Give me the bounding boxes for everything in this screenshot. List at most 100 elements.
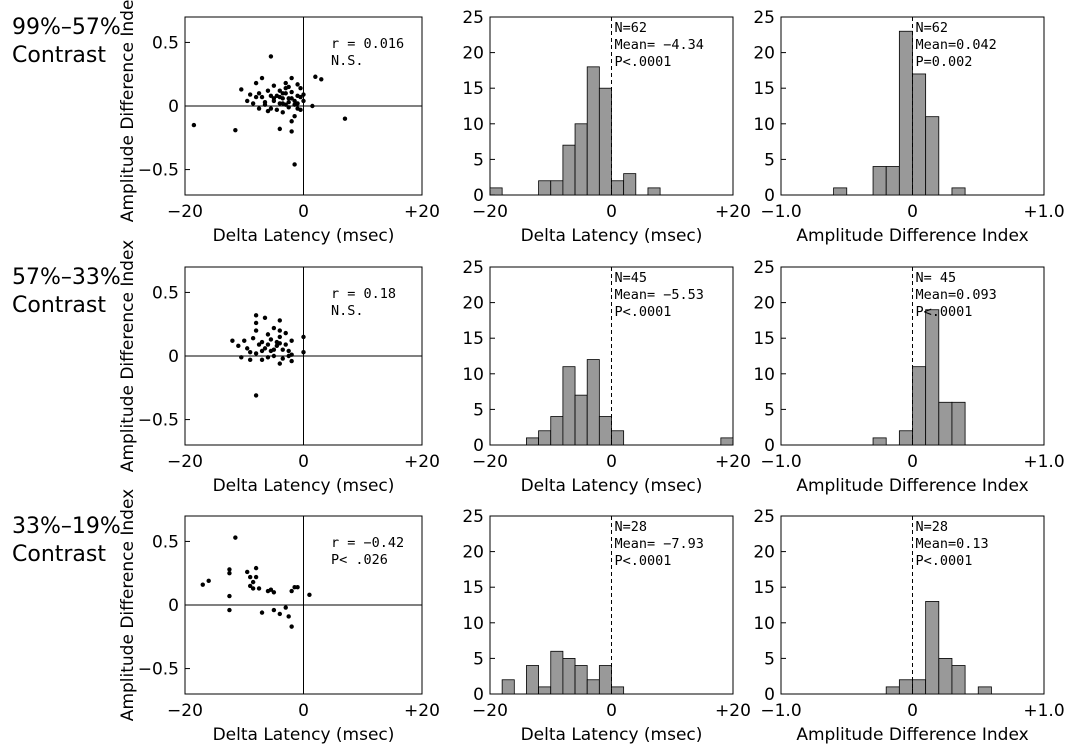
row-label-range: 57%–33%: [12, 265, 121, 290]
scatter-point: [256, 91, 262, 96]
histogram-bar: [611, 180, 625, 196]
histogram-bar: [586, 359, 600, 446]
x-tick-label: 0: [298, 701, 309, 721]
scatter-point: [277, 361, 282, 366]
x-axis-label: Delta Latency (msec): [213, 476, 395, 496]
scatter-plot: 0.5 0 −0.5 −20 0 +20 r = 0.18N.S. Amplitude Dif…: [118, 240, 440, 496]
row-2: 57%–33%Contrast 0.50−0.5−20 0 +20r = 0.18N.…: [12, 240, 1065, 496]
scatter-point: [289, 352, 294, 357]
histogram-bar: [938, 658, 953, 695]
y-tick-label: 25: [462, 8, 484, 28]
scatter-point: [227, 567, 232, 572]
significance-annotation: N.S.: [331, 53, 364, 69]
histogram-bar: [550, 416, 564, 446]
histogram-bar: [501, 679, 515, 695]
x-axis-label: Amplitude Difference Index: [796, 725, 1028, 745]
scatter-point: [265, 108, 271, 114]
correlation-annotation: r = 0.18: [331, 286, 396, 302]
scatter-point: [289, 129, 294, 134]
scatter-point: [253, 574, 259, 580]
y-tick-label: 25: [753, 8, 775, 28]
histogram-annotation: P=0.002: [916, 54, 973, 70]
scatter-point: [200, 582, 205, 587]
x-tick-label: 0: [298, 452, 309, 472]
y-tick-label: 0: [168, 596, 179, 616]
histogram-bar: [833, 187, 848, 196]
scatter-point: [253, 320, 259, 326]
scatter-point: [253, 328, 259, 333]
y-tick-label: 20: [462, 44, 484, 64]
scatter-point: [227, 607, 232, 613]
scatter-point: [247, 92, 253, 97]
scatter-point: [277, 94, 282, 100]
scatter-point: [271, 83, 277, 88]
row-1: 99%–57%Contrast 0.50−0.5−20 0 +20r = 0.016N…: [12, 0, 1065, 246]
significance-annotation: P< .026: [331, 552, 388, 568]
scatter-point: [289, 75, 294, 81]
y-tick-label: 15: [753, 329, 775, 349]
histogram-annotation: Mean=0.13: [916, 536, 989, 552]
histogram-bar: [598, 416, 612, 446]
y-tick-label: −0.5: [138, 161, 179, 181]
histogram-bar: [898, 430, 913, 446]
histogram-annotation: Mean= −4.34: [615, 37, 704, 53]
scatter-point: [233, 535, 238, 540]
correlation-annotation: r = −0.42: [331, 535, 404, 551]
scatter-point: [253, 393, 259, 398]
y-tick-label: 0: [473, 186, 484, 206]
y-axis-label: Amplitude Difference Index: [118, 0, 138, 222]
scatter-point: [301, 92, 306, 97]
scatter-point: [280, 91, 285, 96]
y-tick-label: 15: [462, 79, 484, 99]
histogram-bar: [611, 686, 625, 695]
y-tick-label: 5: [473, 400, 484, 420]
histogram-bar: [562, 658, 576, 695]
y-tick-label: 5: [764, 400, 775, 420]
histogram-annotation: Mean=0.042: [916, 37, 997, 53]
scatter-point: [277, 341, 282, 346]
histogram-bar: [574, 394, 588, 446]
histogram-annotation: N=62: [916, 20, 949, 36]
scatter-point: [277, 318, 282, 323]
scatter-point: [265, 332, 271, 337]
scatter-point: [342, 116, 348, 121]
scatter-point: [289, 96, 294, 101]
x-tick-label: 0: [298, 202, 309, 222]
y-tick-label: 0: [168, 347, 179, 367]
scatter-point: [250, 586, 256, 591]
scatter-point: [313, 74, 318, 79]
histogram-bar: [872, 166, 887, 196]
histogram-annotation: P<.0001: [916, 304, 973, 320]
scatter-point: [250, 101, 256, 106]
histogram-annotation: Mean= −7.93: [615, 536, 704, 552]
y-tick-label: 0: [764, 186, 775, 206]
y-tick-label: 0: [473, 436, 484, 456]
scatter-point: [253, 94, 259, 100]
x-axis-label: Amplitude Difference Index: [796, 226, 1028, 246]
scatter-point: [259, 339, 265, 345]
scatter-point: [227, 571, 232, 576]
scatter-point: [256, 586, 262, 591]
scatter-point: [283, 605, 288, 610]
histogram-bar: [977, 686, 992, 695]
scatter-point: [277, 126, 282, 132]
scatter-point: [280, 347, 285, 352]
histogram-bar: [586, 679, 600, 695]
scatter-point: [265, 342, 271, 347]
scatter-point: [286, 99, 291, 105]
y-tick-label: 15: [753, 578, 775, 598]
scatter-point: [247, 357, 253, 363]
scatter-point: [253, 351, 259, 356]
scatter-point: [292, 113, 297, 119]
x-axis-label: Delta Latency (msec): [213, 725, 395, 745]
histogram-bar: [550, 650, 564, 695]
x-tick-label: +20: [404, 452, 440, 472]
x-axis-label: Delta Latency (msec): [521, 725, 703, 745]
scatter-point: [277, 328, 282, 333]
scatter-point: [245, 569, 250, 575]
x-tick-label: +20: [715, 701, 751, 721]
x-tick-label: +20: [404, 202, 440, 222]
